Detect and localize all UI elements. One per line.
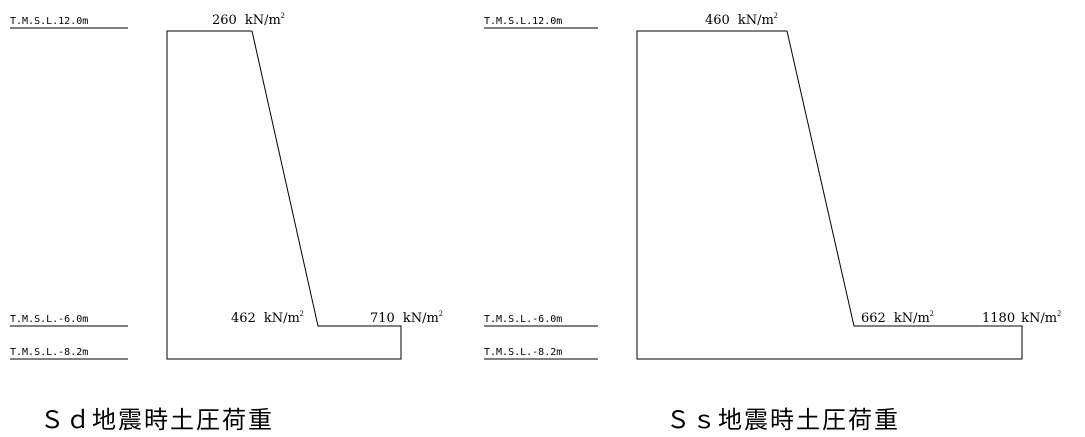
level-label-mid: T.M.S.L.-6.0m <box>484 314 562 325</box>
ss-diagram: T.M.S.L.12.0m T.M.S.L.-6.0m T.M.S.L.-8.2… <box>484 11 1061 434</box>
sd-pressure-outline <box>166 30 402 360</box>
ss-pressure-bottom-label: 1180 kN/m2 <box>982 309 1061 326</box>
sd-pressure-top-label: 260 kN/m2 <box>212 11 285 28</box>
sd-pressure-bottom-label: 710 kN/m2 <box>370 309 443 326</box>
ss-caption: Ｓｓ地震時土圧荷重 <box>666 406 900 434</box>
level-label-mid: T.M.S.L.-6.0m <box>10 314 88 325</box>
ss-pressure-top-label: 460 kN/m2 <box>705 11 778 28</box>
sd-pressure-mid-label: 462 kN/m2 <box>231 309 304 326</box>
ss-pressure-mid-label: 662 kN/m2 <box>861 309 934 326</box>
sd-diagram: T.M.S.L.12.0m T.M.S.L.-6.0m T.M.S.L.-8.2… <box>10 11 443 434</box>
ss-pressure-outline <box>636 30 1023 360</box>
level-label-bottom: T.M.S.L.-8.2m <box>484 347 562 358</box>
sd-caption: Ｓｄ地震時土圧荷重 <box>40 406 274 434</box>
level-label-top: T.M.S.L.12.0m <box>10 16 88 27</box>
level-label-top: T.M.S.L.12.0m <box>484 16 562 27</box>
level-label-bottom: T.M.S.L.-8.2m <box>10 347 88 358</box>
